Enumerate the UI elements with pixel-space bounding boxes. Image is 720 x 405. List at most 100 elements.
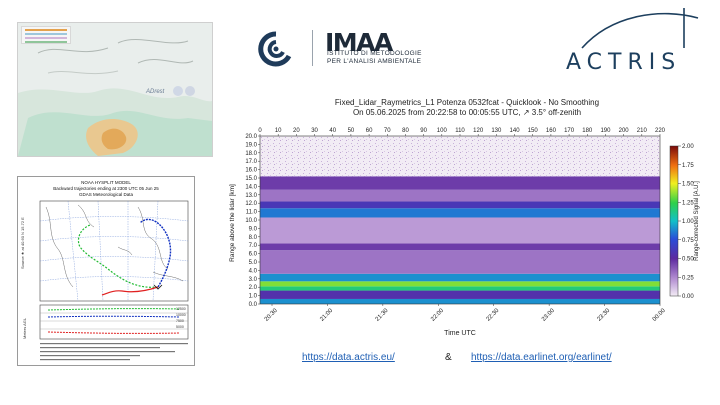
colorbar-tick-label: 1.50 bbox=[682, 182, 694, 188]
y-tick-label: 15.0 bbox=[245, 176, 257, 182]
x-bottom-tick-label: 23:00 bbox=[541, 307, 556, 322]
x-top-tick-label: 60 bbox=[366, 128, 373, 134]
hysplit-source-label: Source ★ at 40.60 N 15.72 E bbox=[20, 217, 25, 269]
y-tick-label: 3.0 bbox=[249, 277, 258, 283]
y-tick-label: 9.0 bbox=[249, 226, 258, 232]
heatmap-layer bbox=[260, 298, 660, 304]
y-tick-label: 12.0 bbox=[245, 201, 257, 207]
y-tick-label: 1.0 bbox=[249, 294, 258, 300]
y-tick-label: 14.0 bbox=[245, 184, 257, 190]
y-tick-label: 7.0 bbox=[249, 243, 258, 249]
y-tick-label: 10.0 bbox=[245, 218, 257, 224]
y-tick-label: 17.0 bbox=[245, 159, 257, 165]
hysplit-height-axis-label: Meters AGL bbox=[22, 317, 27, 339]
x-top-tick-label: 170 bbox=[564, 128, 575, 134]
actris-logo-arc bbox=[581, 8, 699, 49]
earlinet-data-link[interactable]: https://data.earlinet.org/earlinet/ bbox=[471, 352, 612, 363]
x-bottom-tick-label: 21:30 bbox=[375, 307, 390, 322]
map-legend bbox=[21, 26, 71, 44]
colorbar-tick-label: 0.75 bbox=[682, 238, 694, 244]
y-axis-label: Range above the lidar [km] bbox=[229, 184, 236, 262]
x-top-tick-label: 50 bbox=[348, 128, 355, 134]
logo-separator bbox=[312, 30, 313, 66]
x-top-tick-label: 130 bbox=[491, 128, 502, 134]
hysplit-trajectory-panel: NOAA HYSPLIT MODEL Backward trajectories… bbox=[17, 176, 195, 366]
x-bottom-tick-label: 00:00 bbox=[652, 307, 667, 322]
hysplit-height-tick: 7500 bbox=[176, 319, 184, 323]
heatmap-layer bbox=[260, 189, 660, 202]
x-bottom-tick-label: 22:00 bbox=[430, 307, 445, 322]
colorbar-ticks: 0.00 0.25 0.50 0.75 1.00 1.25 1.50 1.75 2.00 bbox=[678, 144, 694, 300]
y-tick-label: 20.0 bbox=[245, 134, 257, 140]
x-top-tick-label: 110 bbox=[455, 128, 465, 134]
chart-title: Fixed_Lidar_Raymetrics_L1 Potenza 0532fc… bbox=[334, 98, 600, 107]
x-top-tick-label: 210 bbox=[637, 128, 648, 134]
heatmap-layer bbox=[260, 136, 660, 177]
heatmap-layer bbox=[260, 208, 660, 218]
x-bottom-tick-label: 21:00 bbox=[319, 307, 334, 322]
y-tick-label: 11.0 bbox=[246, 210, 258, 216]
x-bottom-tick-label: 20:30 bbox=[264, 307, 279, 322]
colorbar-tick-label: 0.50 bbox=[682, 257, 694, 263]
x-bottom-tick-label: 23:30 bbox=[596, 307, 611, 322]
heatmap-layer bbox=[260, 176, 660, 190]
y-tick-label: 8.0 bbox=[249, 235, 258, 241]
heatmap-layer bbox=[260, 281, 660, 287]
x-top-tick-label: 10 bbox=[275, 128, 282, 134]
imaa-subtitle-line1: ISTITUTO DI METODOLOGIE bbox=[327, 50, 422, 57]
link-separator: & bbox=[445, 352, 452, 363]
x-top-tick-label: 90 bbox=[420, 128, 427, 134]
heatmap-layer bbox=[260, 243, 660, 251]
colorbar-tick-label: 1.00 bbox=[682, 219, 694, 225]
hysplit-title-2: Backward trajectories ending at 2300 UTC… bbox=[53, 186, 159, 191]
x-top-tick-label: 30 bbox=[311, 128, 318, 134]
y-tick-label: 16.0 bbox=[245, 168, 257, 174]
x-top-tick-label: 150 bbox=[528, 128, 539, 134]
x-top-tick-label: 100 bbox=[437, 128, 448, 134]
lidar-quicklook-chart: 0.0 1.0 2.0 3.0 4.0 5.0 6.0 7.0 8.0 9.0 10.0 11.0 12… bbox=[229, 128, 700, 337]
cnr-logo bbox=[258, 31, 292, 67]
hysplit-height-tick: 12500 bbox=[176, 307, 186, 311]
colorbar-tick-label: 1.75 bbox=[682, 163, 694, 169]
x-top-tick-label: 40 bbox=[329, 128, 336, 134]
hysplit-title-1: NOAA HYSPLIT MODEL bbox=[81, 180, 131, 185]
colorbar bbox=[669, 145, 679, 297]
colorbar-tick-label: 2.00 bbox=[682, 144, 694, 150]
heatmap-layers bbox=[260, 136, 660, 304]
x-top-tick-label: 220 bbox=[655, 128, 666, 134]
y-tick-label: 5.0 bbox=[249, 260, 258, 266]
x-top-tick-label: 0 bbox=[258, 128, 262, 134]
x-top-tick-label: 200 bbox=[619, 128, 630, 134]
actris-data-link[interactable]: https://data.actris.eu/ bbox=[302, 352, 395, 363]
x-axis-label: Time UTC bbox=[444, 330, 476, 337]
heatmap-layer bbox=[260, 286, 660, 291]
x-top-tick-label: 70 bbox=[384, 128, 391, 134]
hysplit-height-ticks: 12500 10000 7500 5000 bbox=[176, 306, 186, 330]
x-top-tick-label: 140 bbox=[510, 128, 521, 134]
heatmap-layer bbox=[260, 290, 660, 299]
x-top-tick-label: 160 bbox=[546, 128, 557, 134]
x-top-tick-label: 190 bbox=[600, 128, 611, 134]
chart-subtitle: On 05.06.2025 from 20:22:58 to 00:05:55 … bbox=[352, 108, 582, 117]
heatmap-layer bbox=[260, 273, 660, 282]
dust-map-graphic bbox=[18, 23, 212, 156]
hysplit-height-tick: 5000 bbox=[176, 325, 184, 329]
hysplit-height-tick: 10000 bbox=[176, 313, 186, 317]
hysplit-map-graphic bbox=[39, 200, 189, 361]
x-top-tick-label: 180 bbox=[582, 128, 593, 134]
heatmap-layer bbox=[260, 201, 660, 209]
heatmap-layer bbox=[260, 217, 660, 244]
x-bottom-tick-label: 22:30 bbox=[486, 307, 501, 322]
y-tick-label: 19.0 bbox=[245, 142, 257, 148]
x-top-tick-label: 20 bbox=[293, 128, 300, 134]
colorbar-tick-label: 0.00 bbox=[682, 294, 694, 300]
y-tick-label: 6.0 bbox=[249, 252, 258, 258]
colorbar-tick-label: 0.25 bbox=[682, 275, 694, 281]
x-top-tick-label: 80 bbox=[402, 128, 409, 134]
y-tick-label: 18.0 bbox=[245, 151, 257, 157]
heatmap-layer bbox=[260, 250, 660, 274]
y-tick-label: 4.0 bbox=[249, 268, 258, 274]
y-tick-label: 13.0 bbox=[245, 193, 257, 199]
imaa-subtitle-line2: PER L'ANALISI AMBIENTALE bbox=[327, 58, 422, 65]
hysplit-title-3: GDAS Meteorological Data bbox=[78, 192, 134, 197]
